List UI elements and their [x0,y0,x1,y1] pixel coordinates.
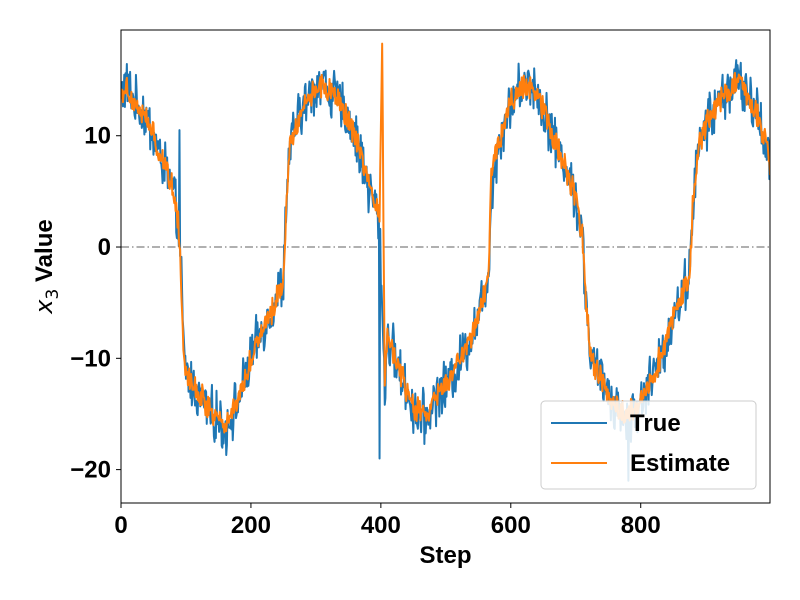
x-axis-label: Step [419,542,471,569]
y-tick-label: −20 [70,457,111,484]
y-axis-label-subscript: 3 [43,289,63,300]
legend-label-estimate: Estimate [630,450,730,477]
x-tick-label: 600 [491,512,531,539]
legend: True Estimate [540,400,757,490]
y-axis-label-var: x [30,299,58,315]
series-line-estimate [121,42,770,434]
y-axis-label: x3 Value [30,219,63,314]
y-axis-label-text: Value [31,219,58,288]
legend-label-true: True [630,410,681,437]
plot-frame [120,29,771,504]
x-tick-label: 0 [114,512,127,539]
y-tick-label: 0 [98,234,111,261]
x-tick-label: 800 [621,512,661,539]
x-tick-label: 200 [231,512,271,539]
x-tick-label: 400 [361,512,401,539]
y-tick-label: −10 [70,345,111,372]
y-tick-label: 10 [84,123,111,150]
